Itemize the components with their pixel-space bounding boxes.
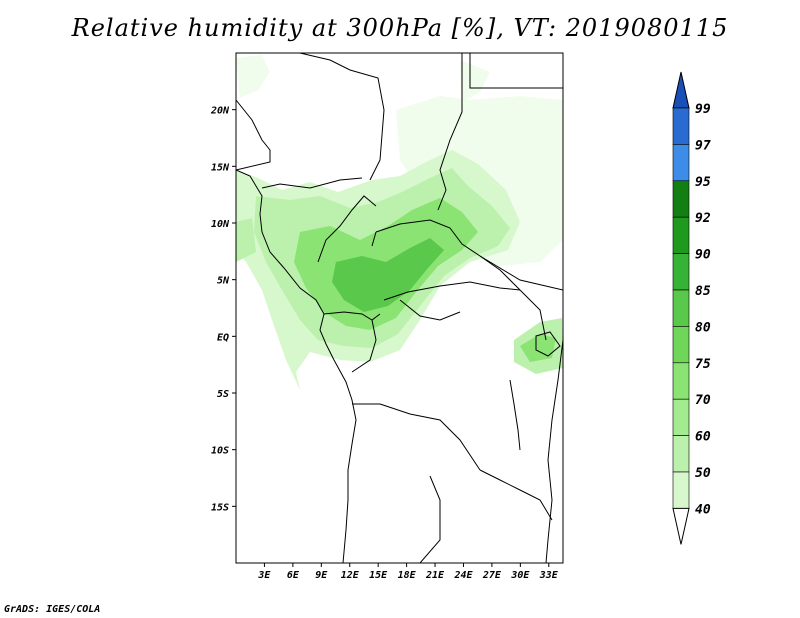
rh-band-60-west xyxy=(236,218,256,262)
colorbar-label: 60 xyxy=(695,430,711,445)
border-cameroon-gabon xyxy=(323,311,381,321)
lat-label: 20N xyxy=(210,106,230,117)
colorbar-label: 50 xyxy=(695,466,711,481)
border-libya-chad xyxy=(299,53,385,181)
lat-label: 15N xyxy=(211,162,230,173)
grads-credit: GrADS: IGES/COLA xyxy=(4,604,101,615)
border-niger-nigeria xyxy=(261,177,363,189)
coastline-west-africa xyxy=(236,169,357,563)
colorbar-segment xyxy=(672,216,690,254)
colorbar-label: 92 xyxy=(695,211,711,226)
chart-title: Relative humidity at 300hPa [%], VT: 201… xyxy=(71,14,729,42)
colorbar-label: 90 xyxy=(695,248,711,263)
border-drc-uganda xyxy=(519,289,547,341)
lat-label: EQ xyxy=(217,332,229,343)
rh-band-40-a xyxy=(236,55,270,98)
map-frame xyxy=(235,52,564,564)
lon-label: 18E xyxy=(398,570,417,581)
colorbar-label: 75 xyxy=(695,357,711,372)
lake-victoria xyxy=(535,331,561,357)
border-angola-zambia xyxy=(419,475,441,563)
colorbar-segment xyxy=(672,326,690,364)
lat-label: 5N xyxy=(217,276,230,287)
colorbar-label: 80 xyxy=(695,320,711,335)
border-congo xyxy=(351,319,377,373)
colorbar-segment xyxy=(672,180,690,218)
border-chad-sudan xyxy=(437,53,463,211)
lat-label: 15S xyxy=(211,502,229,513)
colorbar-label: 95 xyxy=(695,175,711,190)
colorbar-label: 97 xyxy=(695,138,711,153)
border-car-south xyxy=(383,281,521,301)
river-congo xyxy=(399,299,461,321)
rh-band-85-core xyxy=(332,238,444,312)
lon-label: 30E xyxy=(510,570,530,581)
colorbar-min-arrow xyxy=(672,507,690,545)
colorbar-label: 99 xyxy=(695,102,711,117)
colorbar-max-arrow xyxy=(672,71,690,109)
border-nigeria-cameroon xyxy=(317,195,377,263)
colorbar-segment xyxy=(672,398,690,436)
border-car xyxy=(375,219,521,291)
colorbar-segment xyxy=(672,289,690,327)
lat-label: 10S xyxy=(211,446,229,457)
lon-label: 9E xyxy=(315,570,328,581)
lon-label: 15E xyxy=(369,570,388,581)
coastline-north-west xyxy=(236,99,271,171)
lon-label: 27E xyxy=(482,570,502,581)
lon-label: 6E xyxy=(287,570,300,581)
humidity-field xyxy=(236,55,563,390)
border-drc-angola xyxy=(352,403,481,471)
coastline-east-africa xyxy=(545,339,563,563)
lon-label: 12E xyxy=(341,570,360,581)
colorbar-segment xyxy=(672,253,690,291)
lon-label: 33E xyxy=(539,570,559,581)
colorbar-segment xyxy=(672,435,690,473)
border-zambia xyxy=(479,469,553,521)
lat-label: 5S xyxy=(217,389,229,400)
lon-axis: 3E 6E 9E 12E 15E 18E 21E 24E 27E 30E 33E xyxy=(257,563,559,581)
colorbar: 99 97 95 92 90 85 80 75 70 60 50 40 xyxy=(672,71,711,545)
border-egypt-sudan xyxy=(469,53,563,89)
lat-label: 10N xyxy=(211,219,230,230)
colorbar-segment xyxy=(672,362,690,400)
colorbar-segment xyxy=(672,471,690,509)
lat-axis: 20N 15N 10N 5N EQ 5S 10S 15S xyxy=(210,106,236,513)
lon-label: 3E xyxy=(257,570,271,581)
colorbar-label: 85 xyxy=(695,284,711,299)
border-chad-car xyxy=(371,231,377,247)
colorbar-segment xyxy=(672,107,690,145)
colorbar-label: 70 xyxy=(695,393,711,408)
coastline-borders xyxy=(236,53,563,563)
lon-label: 24E xyxy=(453,570,473,581)
lon-label: 21E xyxy=(425,570,445,581)
colorbar-label: 40 xyxy=(695,502,711,517)
lake-tanganyika xyxy=(509,379,521,451)
border-sudan-south xyxy=(479,255,563,291)
rh-band-40-c xyxy=(460,60,490,102)
colorbar-segment xyxy=(672,144,690,182)
